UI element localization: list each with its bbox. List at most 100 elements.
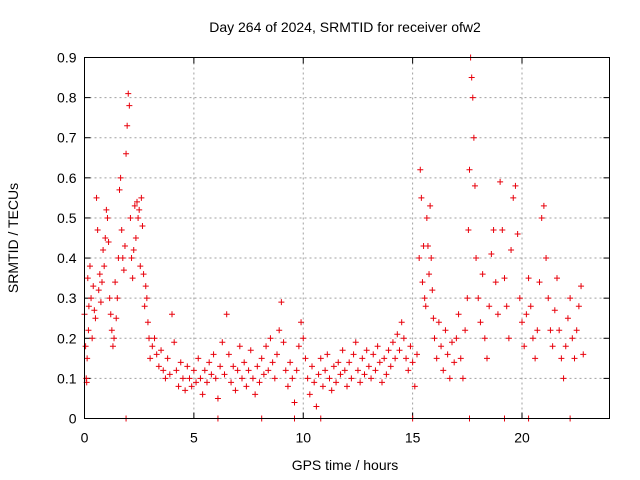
data-point — [158, 347, 165, 354]
data-point — [120, 267, 127, 274]
data-point — [141, 303, 148, 310]
data-point — [173, 367, 180, 374]
data-point — [462, 327, 469, 334]
data-point — [361, 371, 368, 378]
data-point — [519, 319, 525, 326]
data-point — [344, 383, 350, 390]
data-point — [322, 367, 329, 374]
data-point — [514, 230, 521, 237]
data-point — [330, 363, 337, 370]
data-point — [258, 355, 265, 362]
data-point — [357, 379, 364, 386]
data-point — [109, 343, 116, 350]
data-point — [126, 102, 133, 109]
data-point — [438, 343, 445, 350]
y-tick-label: 0.1 — [57, 370, 77, 386]
data-point — [440, 367, 447, 374]
data-point — [481, 335, 488, 342]
data-point — [252, 391, 259, 398]
data-point — [142, 283, 149, 290]
data-point — [492, 279, 499, 286]
data-point — [494, 311, 501, 318]
data-point — [385, 347, 392, 354]
data-point — [449, 339, 455, 346]
data-points — [81, 54, 587, 422]
data-point — [575, 303, 582, 310]
data-point — [287, 359, 294, 366]
data-point — [139, 222, 146, 229]
data-point — [562, 343, 569, 350]
data-point — [419, 279, 426, 286]
data-point — [107, 311, 114, 318]
data-point — [143, 295, 150, 302]
data-point — [383, 371, 390, 378]
data-point — [108, 327, 115, 334]
data-point — [182, 387, 189, 394]
data-point — [121, 243, 128, 250]
data-point — [549, 343, 556, 350]
data-point — [125, 90, 132, 97]
data-point — [232, 387, 239, 394]
data-point — [536, 279, 543, 286]
data-point — [102, 235, 109, 241]
x-tick-label: 20 — [514, 430, 530, 446]
data-point — [473, 255, 480, 262]
data-point — [113, 315, 120, 322]
data-point — [411, 383, 418, 390]
data-point — [470, 134, 477, 141]
x-tick-label: 10 — [295, 430, 311, 446]
data-point — [488, 251, 495, 258]
data-point — [426, 271, 433, 278]
data-point — [267, 335, 274, 342]
data-point — [466, 166, 473, 173]
data-point — [86, 263, 93, 270]
data-point — [206, 359, 213, 366]
data-point — [580, 351, 587, 358]
data-point — [135, 214, 142, 221]
data-point — [265, 367, 272, 374]
data-point — [210, 351, 217, 358]
data-point — [455, 311, 462, 318]
data-point — [451, 359, 458, 366]
y-tick-label: 0.9 — [57, 50, 77, 66]
data-point — [204, 379, 210, 386]
y-tick-label: 0 — [69, 411, 77, 427]
data-point — [93, 194, 100, 201]
data-point — [311, 379, 318, 386]
data-point — [567, 295, 574, 302]
data-point — [387, 363, 394, 370]
data-point — [151, 335, 158, 342]
data-point — [160, 367, 167, 374]
data-point — [427, 202, 434, 209]
data-point — [132, 235, 139, 241]
data-point — [499, 226, 506, 233]
data-point — [309, 363, 315, 370]
data-point — [469, 94, 476, 101]
data-point — [468, 74, 475, 81]
grid — [84, 57, 610, 419]
data-point — [529, 335, 536, 342]
data-point — [225, 351, 232, 358]
y-tick-label: 0.6 — [57, 170, 77, 186]
data-point — [208, 371, 215, 378]
data-point — [111, 335, 118, 342]
x-axis-label: GPS time / hours — [292, 457, 399, 473]
data-point — [249, 375, 256, 382]
data-point — [85, 303, 92, 310]
data-point — [298, 319, 305, 326]
data-point — [365, 363, 372, 370]
data-point — [359, 355, 366, 362]
data-point — [424, 243, 431, 250]
data-point — [573, 327, 580, 334]
data-point — [282, 367, 289, 374]
data-point — [114, 295, 121, 302]
data-point — [540, 202, 547, 209]
data-point — [171, 339, 178, 346]
data-point — [82, 343, 89, 350]
data-point — [543, 255, 550, 262]
data-point — [134, 198, 140, 205]
data-point — [129, 275, 136, 282]
data-point — [228, 379, 235, 386]
data-point — [363, 347, 370, 354]
data-point — [508, 247, 515, 254]
